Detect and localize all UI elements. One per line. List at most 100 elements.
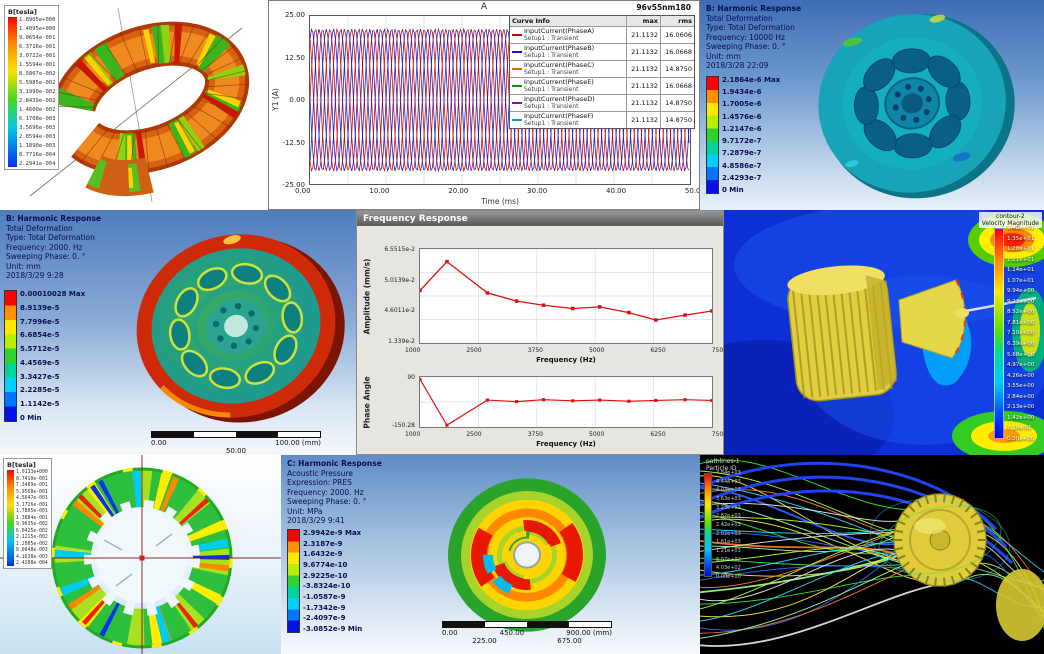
legend-values: 4.84e+03 4.44e+03 4.03e+03 3.63e+03 3.23e+03… [716, 470, 756, 580]
info-line: Sweeping Phase: 0. ° [6, 252, 86, 261]
curve-setup: Setup1 : Transient [524, 52, 579, 59]
legend-colorbar [287, 529, 300, 633]
legend-title-line1: pathlines-1 [706, 458, 740, 465]
deformation-wheel-graphic [136, 234, 345, 423]
legend-value: 7.7996e-5 [20, 317, 60, 326]
panel-acoustic-pressure: C: Harmonic Response Acoustic Pressure Exp… [281, 455, 700, 654]
legend-colorbar [704, 473, 712, 577]
legend-value: 1.21e+03 [716, 547, 741, 554]
curve-swatch [512, 102, 522, 104]
curve-max: 21.1132 [626, 44, 660, 60]
legend-value: 2.9225e-10 [303, 571, 348, 580]
info-line: Acoustic Pressure [287, 468, 353, 478]
panel-velocity-contour: contour-2 Velocity Magnitude 1.42e+01 1.3… [724, 210, 1044, 455]
panel-harmonic-10000: B: Harmonic Response Total Deformation Typ… [700, 0, 1044, 210]
torus-lower-segment [85, 155, 154, 197]
legend-value: 4.03e+03 [716, 487, 741, 494]
info-line: Unit: mm [6, 261, 41, 271]
legend-value: 3.23e+03 [716, 504, 741, 511]
scale-min: 0.00 [442, 629, 458, 637]
result-info: C: Harmonic Response Acoustic Pressure Exp… [287, 459, 382, 526]
scale-min: 0.00 [151, 439, 167, 447]
legend-header-rms: rms [660, 16, 694, 26]
legend-value: 1.6432e-9 [303, 550, 343, 559]
frequency-tick: 6250 [650, 431, 666, 438]
x-tick: 40.00 [606, 187, 627, 195]
yellow-body [996, 569, 1044, 641]
info-line: Frequency: 10000 Hz [706, 32, 785, 42]
scale-segment [236, 432, 278, 437]
legend-row: InputCurrent(PhaseC) Setup1 : Transient 2… [510, 60, 694, 77]
legend-colorbar [4, 290, 17, 422]
x-tick: 20.00 [448, 187, 469, 195]
frequency-tick: 7500 [711, 431, 724, 438]
window-title: Frequency Response [363, 213, 468, 224]
curve-rms: 14.8750 [660, 112, 694, 128]
scale-mid: 50.00 [225, 447, 247, 455]
y-tick: 0.00 [289, 96, 305, 104]
legend-value: 2.3187e-9 [303, 539, 343, 548]
amplitude-curve [420, 249, 712, 343]
curve-max: 21.1132 [626, 78, 660, 94]
legend-value: 9.9635e-002 [16, 522, 48, 527]
curve-swatch [512, 119, 522, 121]
acoustic-disc-graphic [448, 478, 606, 632]
contour-legend-title: contour-2 Velocity Magnitude [978, 212, 1042, 228]
pathlines-legend-title: pathlines-1 Particle ID [703, 457, 743, 473]
legend-value: 7.3489e-001 [16, 483, 48, 488]
legend-value: 1.07e+01 [1007, 277, 1035, 284]
y-tick: 12.50 [284, 53, 305, 62]
legend-value: -1.0587e-9 [303, 592, 346, 601]
legend-value: 7.10e+00 [1007, 330, 1035, 337]
y-tick: -25.00 [282, 181, 305, 189]
legend-value: 2.42e+03 [716, 521, 741, 528]
legend-value: 1.7005e-6 [722, 100, 762, 109]
legend-value: 4.84e+03 [716, 470, 741, 476]
legend-values: 2.9942e-9 Max 2.3187e-9 1.6432e-9 9.6774e-1… [303, 529, 362, 633]
scale-max: 900.00 (mm) [566, 629, 612, 637]
legend-value: 2.4293e-7 [722, 173, 762, 182]
curve-rms: 14.8750 [660, 95, 694, 111]
legend-value: -3.8324e-10 [303, 582, 351, 591]
legend-value: 2.13e+00 [1007, 404, 1035, 411]
legend-value: 7.10e-01 [1007, 425, 1032, 432]
legend-value: 8.9139e-5 [20, 303, 60, 312]
legend-value: 2.1215e-002 [16, 535, 48, 540]
scale-ruler: 0.00 450.00 900.00 (mm) 225.00 675.00 [442, 621, 612, 646]
legend-values: 0.00010028 Max 8.9139e-5 7.7996e-5 6.6854e-… [20, 290, 85, 422]
winding-segment-lines [51, 21, 249, 175]
legend-value: 4.03e+02 [716, 565, 741, 572]
legend-row: InputCurrent(PhaseD) Setup1 : Transient 2… [510, 94, 694, 111]
legend-title-line2: Velocity Magnitude [981, 220, 1039, 227]
curve-name: InputCurrent(PhaseF) [524, 112, 594, 120]
scale-quarter1: 225.00 [472, 637, 497, 645]
info-line: Sweeping Phase: 0. ° [706, 42, 786, 51]
legend-header-max: max [626, 16, 660, 26]
info-line: B: Harmonic Response [6, 214, 102, 223]
legend-values: 1.8905e+000 1.4095e+000 9.0654e-001 6.3716e… [19, 17, 55, 167]
legend-value: 8.7410e-001 [16, 476, 48, 482]
panel-harmonic-2000: B: Harmonic Response Total Deformation Typ… [0, 210, 356, 455]
curve-swatch [512, 85, 522, 87]
impeller-gear [787, 265, 897, 402]
legend-value: 5.68e+00 [1007, 351, 1035, 358]
legend-value: 2.1864e-6 Max [722, 76, 781, 84]
amplitude-x-ticks: 1000 2500 3750 5000 6250 7500 [405, 347, 723, 355]
window-titlebar[interactable]: Frequency Response [357, 211, 723, 226]
curve-name: InputCurrent(PhaseD) [524, 95, 595, 103]
curve-setup: Setup1 : Transient [524, 35, 579, 42]
curve-max: 21.1132 [626, 112, 660, 128]
result-info: B: Harmonic Response Total Deformation Typ… [6, 214, 101, 281]
legend-title: B[tesla] [7, 461, 36, 469]
legend-value: 1.2147e-6 [722, 124, 762, 133]
legend-value: 1.1142e-5 [20, 400, 60, 409]
legend-value: 3.63e+03 [716, 495, 741, 502]
legend-value: 2.84e+00 [1007, 393, 1035, 400]
legend-value: 1.2005e-002 [16, 541, 48, 547]
curve-rms: 16.0606 [660, 27, 694, 43]
info-line: Unit: mm [706, 51, 741, 61]
amplitude-ticks: 6.5515e-2 5.0139e-2 4.6011e-2 1.339e-2 [367, 246, 415, 346]
wheel [818, 13, 1015, 199]
legend-row: InputCurrent(PhaseE) Setup1 : Transient 2… [510, 77, 694, 94]
scale-segment [194, 432, 236, 437]
